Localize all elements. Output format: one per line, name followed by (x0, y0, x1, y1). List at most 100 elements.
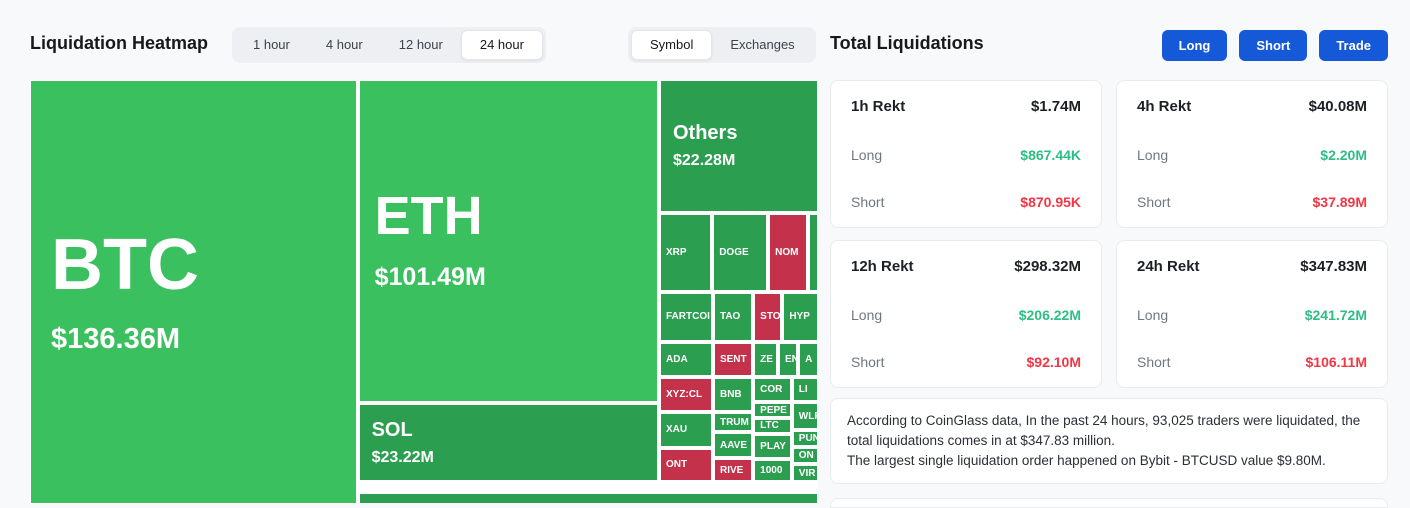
tile-symbol: RIVE (719, 464, 744, 476)
heatmap-tile-on[interactable]: ON (792, 448, 818, 464)
tile-symbol: LTC (760, 420, 779, 432)
tab-24-hour[interactable]: 24 hour (460, 30, 543, 60)
heatmap-tile-vir[interactable]: VIR (792, 464, 818, 482)
heatmap-tile-trum[interactable]: TRUM (713, 412, 753, 432)
heatmap-tile-doge[interactable]: DOGE (713, 213, 768, 292)
tile-value: $101.49M (374, 263, 486, 292)
long-value: $241.72M (1304, 306, 1367, 323)
tab-4-hour[interactable]: 4 hour (325, 37, 363, 52)
heatmap-tile-xau[interactable]: XAU (660, 412, 712, 447)
heatmap-tile-others[interactable]: Others $22.28M (660, 80, 818, 212)
long-button[interactable]: Long (1161, 30, 1228, 61)
short-value: $37.89M (1312, 194, 1367, 210)
tile-symbol: 1000 (760, 464, 783, 476)
heatmap-tile-cor[interactable]: COR (754, 378, 792, 401)
long-value: $867.44K (1020, 146, 1081, 163)
heatmap-tile-sol[interactable]: SOL $23.22M (358, 403, 659, 482)
tile-value: $23.22M (371, 448, 434, 466)
heatmap-tile-ont[interactable]: ONT (660, 448, 712, 481)
heatmap-tile-sto[interactable]: STO (754, 292, 782, 341)
tab-1-hour[interactable]: 1 hour (253, 37, 290, 52)
heatmap-tile-fartcoi[interactable]: FARTCOI (660, 292, 712, 341)
heatmap-tile-ltc[interactable]: LTC (754, 418, 792, 434)
tile-value: $136.36M (51, 322, 180, 355)
heatmap-tile-xrp[interactable]: XRP (660, 213, 712, 292)
tile-symbol: XRP (666, 247, 687, 259)
short-value: $92.10M (1026, 354, 1081, 370)
tile-symbol: AAVE (719, 439, 748, 451)
heatmap-tile-pun[interactable]: PUN (792, 431, 818, 447)
rekt-card-24h: 24h Rekt $347.83M Long $241.72M Short $106.… (1116, 240, 1388, 388)
long-value: $2.20M (1320, 146, 1367, 163)
summary-line-1: According to CoinGlass data, In the past… (847, 413, 1361, 448)
tile-symbol: TRUM (719, 416, 749, 428)
total-liquidations-title: Total Liquidations (830, 33, 984, 53)
heatmap-tile-li[interactable]: LI (792, 378, 818, 401)
rekt-card-1h: 1h Rekt $1.74M Long $867.44K Short $870.95K (830, 80, 1102, 228)
tile-symbol: ZE (760, 353, 773, 365)
card-total: $347.83M (1300, 258, 1367, 275)
heatmap-tile-hyp[interactable]: HYP (783, 292, 818, 341)
card-label: 1h Rekt (851, 98, 906, 115)
tile-symbol: COR (760, 384, 783, 395)
short-button[interactable]: Short (1239, 30, 1308, 61)
tile-symbol: VIR (798, 467, 816, 479)
tile-value: $22.28M (673, 151, 736, 169)
tile-symbol: FARTCOI (666, 311, 710, 323)
heatmap-tile-btc[interactable]: BTC $136.36M (30, 80, 358, 504)
tile-symbol: NOM (775, 247, 799, 259)
tile-symbol: XAU (666, 424, 688, 436)
card-label: 24h Rekt (1137, 258, 1200, 275)
heatmap-tile-a[interactable]: A (799, 342, 818, 376)
tile-symbol: DOGE (719, 247, 749, 259)
tile-symbol: EN (784, 353, 796, 365)
tile-symbol: STO (760, 311, 781, 323)
page-title: Liquidation Heatmap (30, 33, 209, 53)
heatmap-tile-pepe[interactable]: PEPE (754, 403, 792, 418)
heatmap-tile-ze[interactable]: ZE (754, 342, 778, 376)
short-value: $870.95K (1020, 194, 1081, 210)
heatmap-tile-wlf[interactable]: WLF (792, 403, 818, 429)
header-buttons: Long Short Trade (1161, 30, 1388, 61)
heatmap-tile-rive[interactable]: RIVE (713, 459, 753, 482)
tile-symbol: PEPE (760, 404, 787, 416)
heatmap-tile-en[interactable]: EN (778, 342, 798, 376)
tile-symbol: ON (798, 450, 814, 462)
heatmap-tile-nom[interactable]: NOM (769, 213, 807, 292)
card-total: $1.74M (1030, 98, 1081, 115)
heatmap-tile-unlabeled[interactable] (808, 213, 818, 292)
tile-symbol: A (805, 353, 813, 365)
card-label: 4h Rekt (1137, 98, 1192, 115)
heatmap-tile-sent[interactable]: SENT (713, 342, 753, 376)
rekt-card-4h: 4h Rekt $40.08M Long $2.20M Short $37.89M (1116, 80, 1388, 228)
tab-symbol[interactable]: Symbol (631, 30, 713, 60)
heatmap-tile-play[interactable]: PLAY (754, 434, 792, 458)
heatmap-tile-eth[interactable]: ETH $101.49M (358, 80, 659, 402)
tile-symbol: PLAY (760, 440, 786, 452)
card-total: $298.32M (1014, 258, 1081, 275)
timeframe-tab-group: 1 hour 4 hour 12 hour 24 hour (232, 27, 546, 63)
rekt-card-12h: 12h Rekt $298.32M Long $206.22M Short $92.1… (830, 240, 1102, 388)
tab-12-hour[interactable]: 12 hour (398, 37, 443, 52)
heatmap-tile-tao[interactable]: TAO (713, 292, 753, 341)
card-total: $40.08M (1308, 98, 1367, 115)
heatmap-tile-aave[interactable]: AAVE (713, 433, 753, 458)
heatmap-tile-ada[interactable]: ADA (660, 342, 712, 376)
tile-symbol: LI (798, 384, 808, 395)
heatmap-tile-xyz-cl[interactable]: XYZ:CL (660, 378, 712, 412)
long-label: Long (851, 306, 883, 323)
tile-symbol: PUN (798, 433, 818, 445)
tile-symbol: ONT (666, 459, 688, 471)
tab-exchanges[interactable]: Exchanges (730, 37, 795, 52)
short-label: Short (851, 354, 885, 370)
heatmap-tile-1000[interactable]: 1000 (754, 459, 792, 482)
trade-button[interactable]: Trade (1319, 30, 1388, 61)
heatmap-tile-bnb[interactable]: BNB (713, 378, 753, 412)
tile-symbol: ADA (666, 353, 688, 365)
long-label: Long (1137, 146, 1169, 163)
summary-box: According to CoinGlass data, In the past… (830, 398, 1388, 484)
long-label: Long (851, 146, 883, 163)
heatmap-tile-unlabeled[interactable] (358, 492, 818, 504)
tile-symbol: WLF (798, 410, 817, 422)
tile-symbol: TAO (719, 311, 741, 323)
